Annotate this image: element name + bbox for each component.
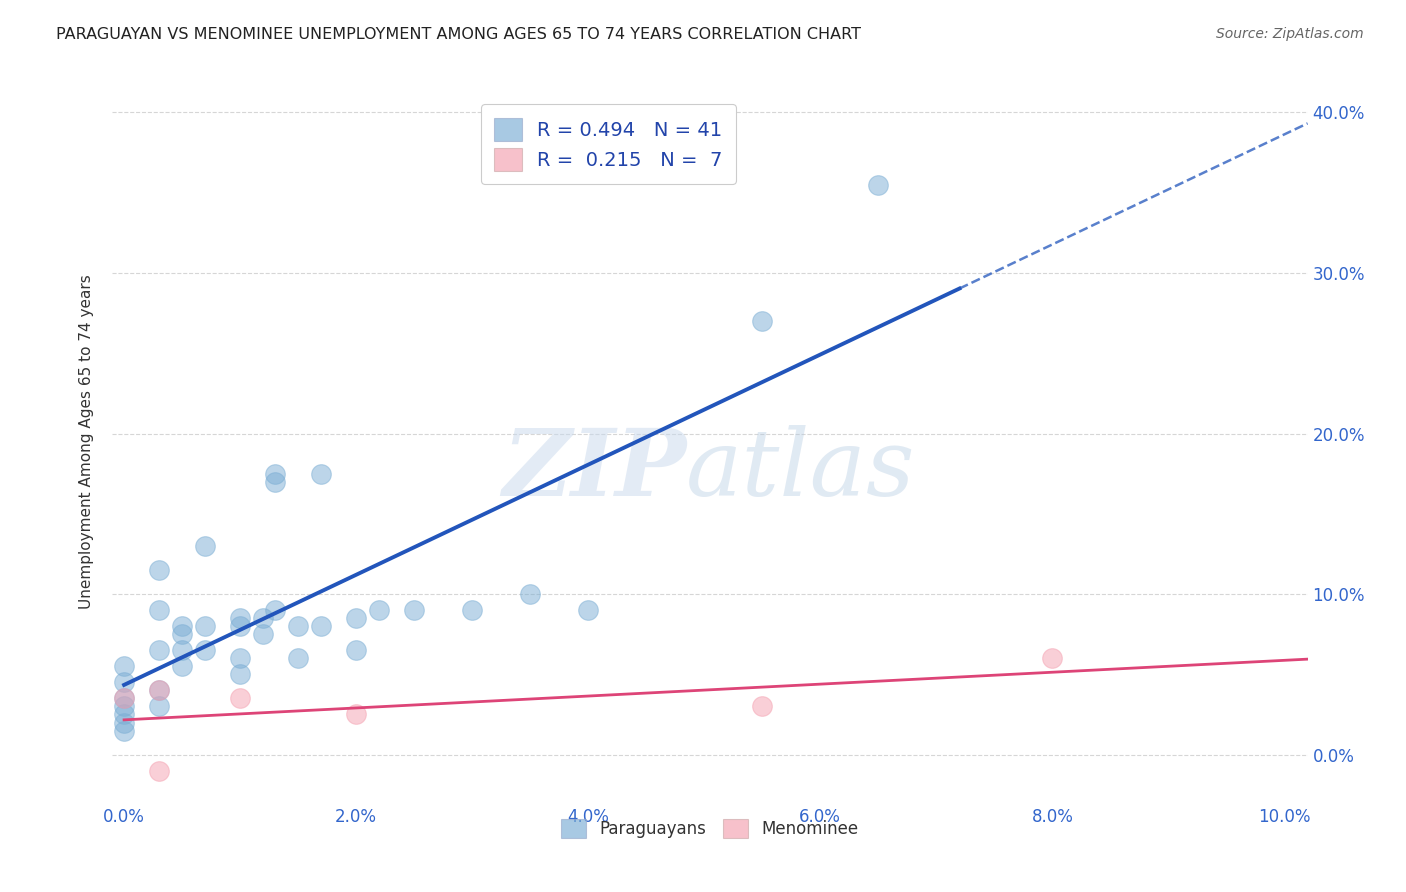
Point bbox=[112, 675, 135, 690]
Point bbox=[172, 643, 194, 657]
Point bbox=[194, 539, 217, 553]
Point bbox=[344, 643, 367, 657]
Point bbox=[112, 707, 135, 722]
Point bbox=[148, 563, 170, 577]
Point bbox=[112, 691, 135, 706]
Point bbox=[112, 715, 135, 730]
Point bbox=[112, 659, 135, 673]
Point bbox=[519, 587, 541, 601]
Point bbox=[229, 651, 252, 665]
Point bbox=[148, 603, 170, 617]
Point bbox=[229, 611, 252, 625]
Point bbox=[404, 603, 426, 617]
Point bbox=[287, 651, 309, 665]
Point bbox=[311, 467, 333, 481]
Point bbox=[172, 627, 194, 641]
Point bbox=[194, 643, 217, 657]
Point bbox=[1040, 651, 1063, 665]
Point bbox=[148, 683, 170, 698]
Point bbox=[751, 314, 773, 328]
Point bbox=[112, 723, 135, 738]
Point bbox=[311, 619, 333, 633]
Y-axis label: Unemployment Among Ages 65 to 74 years: Unemployment Among Ages 65 to 74 years bbox=[79, 274, 94, 609]
Point bbox=[368, 603, 391, 617]
Point bbox=[344, 707, 367, 722]
Point bbox=[264, 467, 287, 481]
Text: PARAGUAYAN VS MENOMINEE UNEMPLOYMENT AMONG AGES 65 TO 74 YEARS CORRELATION CHART: PARAGUAYAN VS MENOMINEE UNEMPLOYMENT AMO… bbox=[56, 27, 862, 42]
Point bbox=[264, 475, 287, 489]
Point bbox=[148, 643, 170, 657]
Point bbox=[344, 611, 367, 625]
Point bbox=[252, 627, 274, 641]
Point bbox=[148, 764, 170, 778]
Point bbox=[112, 699, 135, 714]
Text: atlas: atlas bbox=[686, 425, 915, 516]
Point bbox=[461, 603, 484, 617]
Point bbox=[229, 667, 252, 681]
Point bbox=[868, 178, 890, 192]
Point bbox=[287, 619, 309, 633]
Point bbox=[229, 691, 252, 706]
Point bbox=[229, 619, 252, 633]
Point bbox=[264, 603, 287, 617]
Point bbox=[148, 699, 170, 714]
Text: ZIP: ZIP bbox=[502, 425, 686, 516]
Legend: Paraguayans, Menominee: Paraguayans, Menominee bbox=[555, 813, 865, 845]
Text: Source: ZipAtlas.com: Source: ZipAtlas.com bbox=[1216, 27, 1364, 41]
Point bbox=[252, 611, 274, 625]
Point bbox=[194, 619, 217, 633]
Point bbox=[576, 603, 599, 617]
Point bbox=[148, 683, 170, 698]
Point bbox=[172, 659, 194, 673]
Point bbox=[751, 699, 773, 714]
Point bbox=[172, 619, 194, 633]
Point bbox=[112, 691, 135, 706]
